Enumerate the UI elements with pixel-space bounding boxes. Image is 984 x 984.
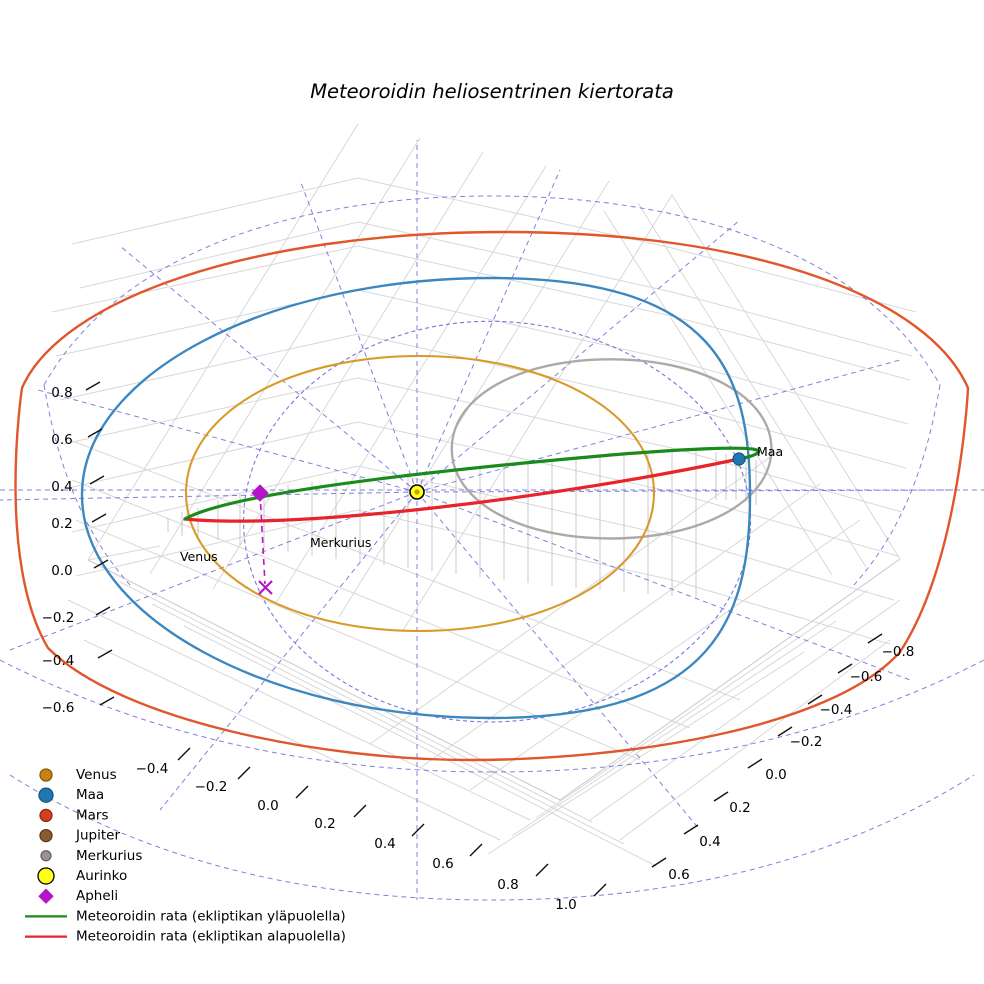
- label-merkurius: Merkurius: [310, 535, 371, 550]
- legend-label: Meteoroidin rata (ekliptikan alapuolella…: [76, 929, 346, 945]
- legend: Venus Maa Mars Jupiter Merkurius Aurinko Aphel…: [25, 767, 346, 945]
- tick-label-x-1: −0.2: [195, 779, 228, 795]
- inline-body-labels: Maa Venus Merkurius: [180, 444, 783, 564]
- legend-circle-marker: [39, 828, 53, 843]
- tick-label-y-7: 0.6: [668, 867, 689, 883]
- legend-label: Venus: [76, 767, 117, 783]
- tick-label-y-0: −0.8: [882, 644, 915, 660]
- legend-label: Aurinko: [76, 868, 127, 884]
- legend-label: Apheli: [76, 888, 118, 904]
- grid-floor-outline: [87, 558, 901, 801]
- legend-item-maa[interactable]: Maa: [38, 787, 104, 803]
- tick-label-x-5: 0.6: [432, 856, 453, 872]
- aphelion-marker: [251, 484, 269, 502]
- tick-label-z-3: 0.2: [51, 516, 72, 532]
- mars-orbit: [14, 230, 970, 762]
- axis-tick-marks: [85, 381, 883, 897]
- legend-item-aurinko[interactable]: Aurinko: [37, 867, 127, 885]
- meteoroid-orbit-above-ecliptic: [183, 446, 761, 521]
- tick-label-z-5: −0.2: [42, 610, 75, 626]
- mercury-orbit: [450, 358, 773, 540]
- tick-label-y-5: 0.2: [729, 800, 750, 816]
- tick-label-x-6: 0.8: [497, 877, 518, 893]
- legend-item-apheli[interactable]: Apheli: [38, 888, 118, 904]
- aphelion-projection-x-marker: [258, 580, 273, 595]
- aphelion-drop-line: [259, 492, 266, 585]
- legend-circle-marker: [39, 808, 53, 823]
- legend-item-venus[interactable]: Venus: [39, 767, 117, 783]
- tick-label-x-7: 1.0: [555, 897, 576, 913]
- label-venus: Venus: [180, 549, 218, 564]
- tick-label-z-6: −0.4: [42, 653, 75, 669]
- legend-label: Merkurius: [76, 848, 142, 864]
- earth-position-marker: [732, 452, 746, 466]
- tick-label-y-1: −0.6: [850, 669, 883, 685]
- legend-circle-marker: [37, 867, 55, 885]
- legend-label: Meteoroidin rata (ekliptikan yläpuolella…: [76, 908, 346, 924]
- left-axis-tick-labels: 0.8 0.6 0.4 0.2 0.0 −0.2 −0.4 −0.6: [42, 385, 75, 716]
- label-maa: Maa: [757, 444, 783, 459]
- tick-label-z-2: 0.4: [51, 479, 72, 495]
- legend-label: Jupiter: [75, 828, 120, 844]
- legend-label: Maa: [76, 787, 104, 803]
- legend-circle-marker: [40, 850, 52, 862]
- legend-circle-marker: [38, 787, 54, 803]
- polar-reference-grid: [0, 140, 984, 901]
- grid-pane-horizontals: [51, 177, 917, 645]
- bottom-left-axis-tick-labels: −0.4 −0.2 0.0 0.2 0.4 0.6 0.8 1.0: [136, 761, 577, 913]
- tick-label-y-2: −0.4: [820, 702, 853, 718]
- grid-pane-back-left: [87, 123, 673, 633]
- tick-label-z-4: 0.0: [51, 563, 72, 579]
- tick-label-x-0: −0.4: [136, 761, 169, 777]
- bottom-right-axis-tick-labels: −0.8 −0.6 −0.4 −0.2 0.0 0.2 0.4 0.6: [668, 644, 914, 883]
- tick-label-y-6: 0.4: [699, 834, 720, 850]
- legend-label: Mars: [76, 807, 109, 823]
- grid-pane-back-right: [603, 194, 901, 576]
- legend-circle-marker: [39, 768, 53, 782]
- tick-label-y-4: 0.0: [765, 767, 786, 783]
- legend-item-merkurius[interactable]: Merkurius: [40, 848, 142, 864]
- sun-marker-core: [414, 489, 420, 495]
- tick-label-z-7: −0.6: [42, 700, 75, 716]
- tick-label-y-3: −0.2: [790, 734, 823, 750]
- meteoroid-orbit-below-ecliptic: [183, 457, 741, 523]
- earth-orbit-projection: [242, 320, 752, 723]
- earth-orbit: [80, 276, 752, 720]
- tick-label-z-1: 0.6: [51, 432, 72, 448]
- page-title: Meteoroidin heliosentrinen kiertorata: [310, 80, 674, 103]
- legend-item-meteoroidin-rata-ekliptikan-yl-puolella[interactable]: Meteoroidin rata (ekliptikan yläpuolella…: [25, 908, 346, 924]
- tick-label-x-4: 0.4: [374, 836, 395, 852]
- venus-orbit: [184, 354, 656, 633]
- legend-item-jupiter[interactable]: Jupiter: [39, 828, 120, 844]
- tick-label-x-2: 0.0: [257, 798, 278, 814]
- tick-label-x-3: 0.2: [314, 816, 335, 832]
- legend-item-mars[interactable]: Mars: [39, 807, 109, 823]
- legend-diamond-marker: [38, 888, 54, 904]
- tick-label-z-0: 0.8: [51, 385, 72, 401]
- legend-item-meteoroidin-rata-ekliptikan-alapuolella[interactable]: Meteoroidin rata (ekliptikan alapuolella…: [25, 929, 346, 945]
